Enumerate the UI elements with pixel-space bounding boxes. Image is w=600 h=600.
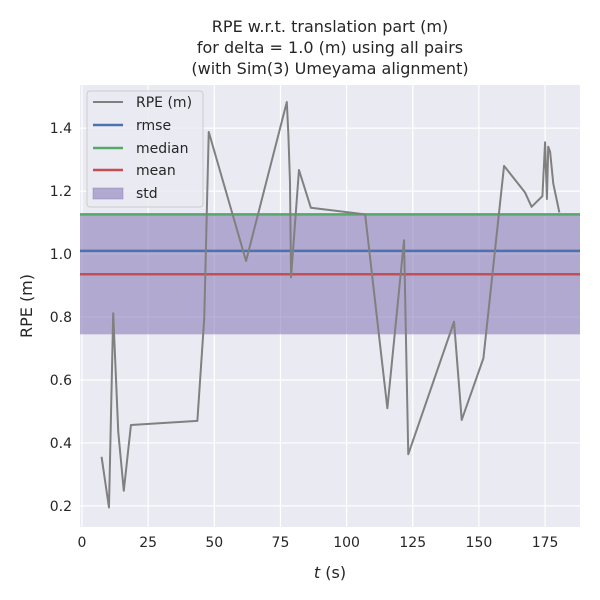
x-tick-label: 50 (205, 535, 223, 551)
y-tick-label: 1.2 (50, 184, 72, 200)
y-tick-label: 1.0 (50, 247, 72, 263)
legend-std-swatch (92, 187, 124, 200)
legend-std-label: std (136, 186, 158, 202)
x-tick-label: 75 (272, 535, 290, 551)
legend-rpe-label: RPE (m) (136, 95, 192, 111)
x-axis-label-unit: (s) (320, 563, 346, 582)
rpe-series-line (100, 101, 561, 509)
x-tick-label: 125 (399, 535, 426, 551)
y-tick-label: 0.8 (50, 310, 72, 326)
y-tick-label: 0.4 (50, 436, 72, 452)
y-tick-label: 0.2 (50, 499, 72, 515)
y-tick-label: 1.4 (50, 121, 72, 137)
x-axis-label: t (s) (314, 563, 346, 582)
chart-title-line-2: for delta = 1.0 (m) using all pairs (197, 38, 463, 57)
legend-median-label: median (136, 141, 188, 157)
legend: RPE (m) rmse median mean std (86, 90, 204, 208)
y-axis-label: RPE (m) (17, 274, 36, 338)
chart-title-line-3: (with Sim(3) Umeyama alignment) (191, 59, 468, 78)
x-tick-label: 150 (466, 535, 493, 551)
x-tick-label: 100 (333, 535, 360, 551)
y-tick-label: 0.6 (50, 373, 72, 389)
x-tick-label: 0 (78, 535, 87, 551)
chart-title-line-1: RPE w.r.t. translation part (m) (212, 17, 448, 36)
x-tick-label: 25 (139, 535, 157, 551)
legend-mean-label: mean (136, 163, 176, 179)
legend-rmse-label: rmse (136, 118, 171, 134)
x-tick-label: 175 (532, 535, 559, 551)
x-axis-label-var: t (314, 563, 321, 582)
